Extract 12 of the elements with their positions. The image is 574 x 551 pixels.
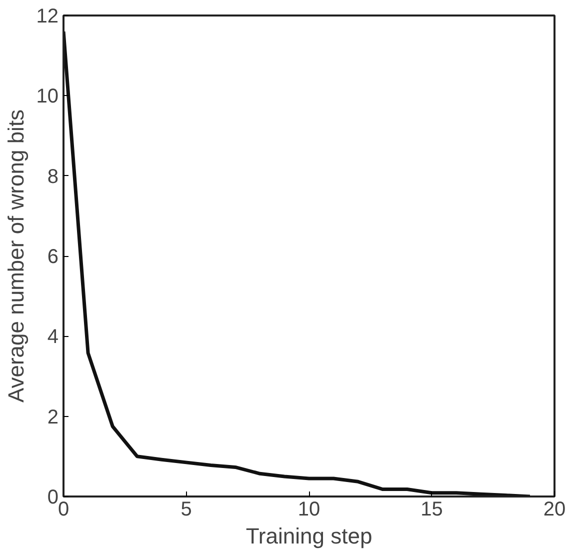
y-tick-label: 4 [47, 326, 58, 348]
y-tick-label: 8 [47, 166, 58, 188]
x-tick-label: 10 [298, 498, 320, 520]
y-tick-label: 12 [36, 6, 59, 28]
x-tick-label: 5 [180, 498, 192, 520]
y-tick-label: 10 [36, 86, 59, 108]
x-axis-title: Training step [246, 524, 372, 548]
x-tick-label: 20 [543, 498, 566, 520]
y-tick-label: 6 [47, 246, 58, 268]
y-tick-label: 2 [47, 406, 58, 428]
x-tick-label: 15 [420, 498, 443, 520]
y-axis-title: Average number of wrong bits [3, 109, 28, 403]
